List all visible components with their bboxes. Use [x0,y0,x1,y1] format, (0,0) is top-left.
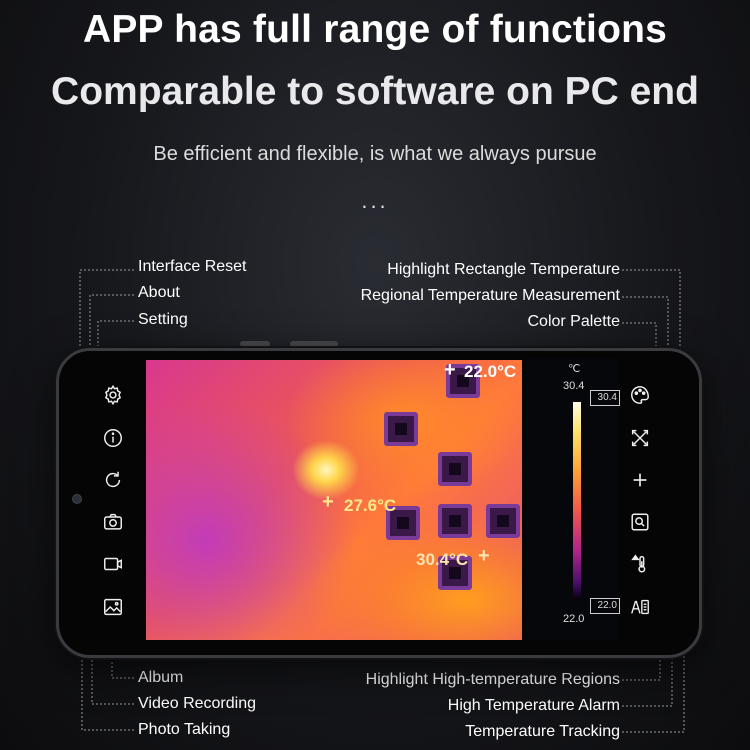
chip-component [386,506,420,540]
chip-component [446,364,480,398]
label-highlight-high-temperature-regions: Highlight High-temperature Regions [365,671,620,688]
region-measure-icon[interactable] [627,509,653,535]
colorbar-min-box[interactable]: 22.0 [590,598,620,614]
image-icon[interactable] [100,594,126,620]
gear-icon[interactable] [100,382,126,408]
chip-component [438,556,472,590]
center-temp-label: 27.6°C [344,496,397,515]
label-color-palette: Color Palette [527,313,621,330]
label-high-temperature-alarm: High Temperature Alarm [447,697,620,714]
colorbar-top-value: 30.4 [563,380,585,392]
front-camera [72,494,82,504]
palette-icon[interactable] [627,382,653,408]
label-interface-reset: Interface Reset [138,258,247,275]
chip-component [438,452,472,486]
chip-component [486,504,520,538]
subtitle: Be efficient and flexible, is what we al… [153,143,597,165]
power-button [290,341,338,347]
headline-line-1: APP has full range of functions [82,8,668,51]
label-setting: Setting [138,311,188,328]
headline-line-2: Comparable to software on PC end [51,70,699,113]
min-temp-crosshair-icon: + [478,545,490,567]
colorbar-unit: ℃ [568,363,581,375]
max-temp-label: 22.0°C [464,362,517,381]
ellipsis-dots: ... [361,188,389,213]
label-album: Album [138,669,184,686]
label-photo-taking: Photo Taking [138,721,231,738]
label-temperature-tracking: Temperature Tracking [465,723,620,740]
camera-icon[interactable] [100,509,126,535]
chip-component [438,504,472,538]
max-temp-crosshair-icon: + [444,360,456,381]
colorbar-max-box[interactable]: 30.4 [590,390,620,406]
label-about: About [138,284,180,301]
video-icon[interactable] [100,551,126,577]
colorbar-bottom-value: 22.0 [563,613,585,625]
label-video-recording: Video Recording [138,695,257,712]
alarm-thermometer-icon[interactable] [627,551,653,577]
crosshair-icon[interactable] [627,467,653,493]
center-temp-crosshair-icon: + [322,491,334,513]
refresh-icon[interactable] [100,467,126,493]
min-temp-label: 30.4°C [416,550,469,569]
label-highlight-rectangle-temperature: Highlight Rectangle Temperature [387,261,620,278]
thermal-image-view[interactable]: + 22.0°C + 27.6°C 30.4°C + [146,360,522,640]
info-icon[interactable] [100,425,126,451]
volume-button [240,341,270,347]
chip-component [384,412,418,446]
rectangle-temp-icon[interactable] [627,425,653,451]
colorbar-gradient [573,402,581,598]
label-regional-temperature-measurement: Regional Temperature Measurement [360,287,620,304]
tracking-icon[interactable] [627,594,653,620]
